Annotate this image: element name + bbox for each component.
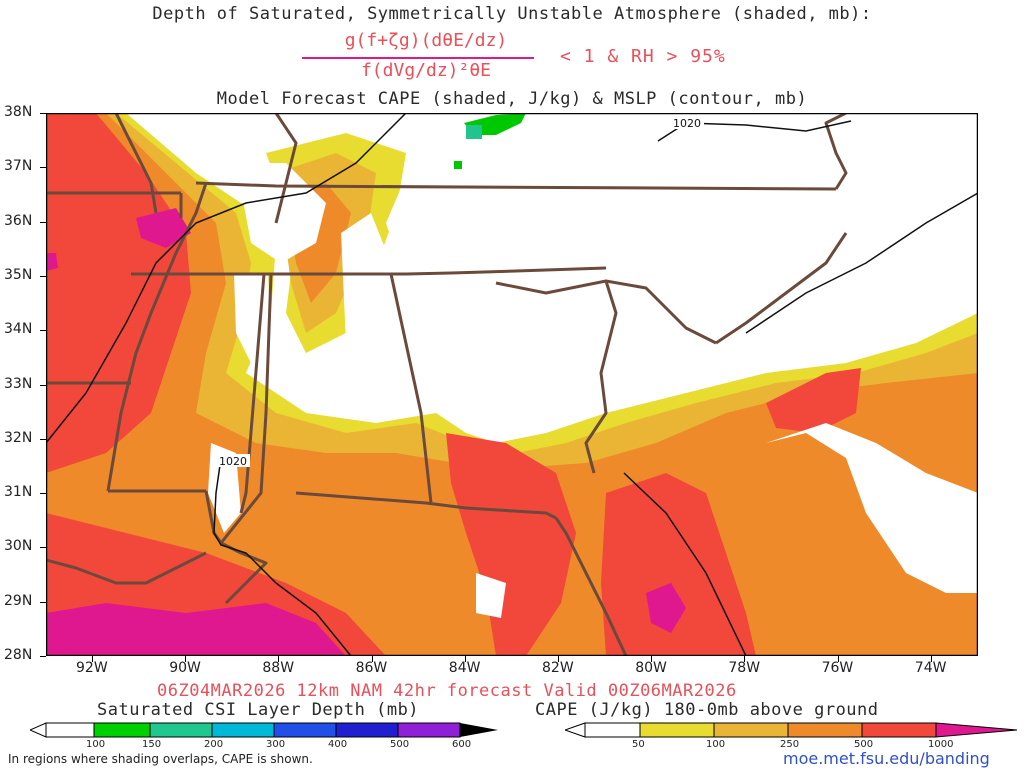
csi-colorbar — [30, 722, 498, 738]
csi-tick-label: 300 — [266, 739, 286, 750]
mslp-contours — [45, 112, 979, 657]
csi-tick-label: 500 — [390, 739, 410, 750]
longitude-label: 78W — [728, 660, 761, 676]
latitude-tick — [40, 330, 46, 332]
longitude-tick — [464, 656, 466, 662]
latitude-label: 30N — [4, 538, 33, 555]
latitude-label: 38N — [4, 104, 33, 120]
csi-colorbar-title: Saturated CSI Layer Depth (mb) — [97, 700, 420, 720]
longitude-label: 92W — [76, 660, 108, 676]
latitude-tick — [40, 384, 46, 386]
formula-fraction-bar — [302, 57, 534, 59]
latitude-label: 36N — [4, 212, 33, 229]
longitude-tick — [837, 656, 839, 662]
formula-condition: < 1 & RH > 95% — [560, 46, 726, 67]
forecast-map: 1020 1020 — [45, 111, 979, 657]
formula-numerator: g(f+ζg)(dθE/dz) — [344, 30, 508, 51]
csi-shading — [454, 113, 526, 169]
latitude-tick — [40, 438, 46, 440]
latitude-tick — [40, 493, 46, 495]
source-url[interactable]: moe.met.fsu.edu/banding — [783, 749, 990, 768]
cape-colorbar-title: CAPE (J/kg) 180-0mb above ground — [535, 700, 879, 720]
overlap-note: In regions where shading overlaps, CAPE … — [8, 752, 313, 766]
latitude-tick — [40, 275, 46, 277]
cape-tick-label: 1000 — [928, 739, 954, 750]
contour-label-1020-south: 1020 — [216, 454, 250, 468]
cape-tick-label: 250 — [780, 739, 800, 750]
longitude-tick — [558, 656, 559, 662]
latitude-label: 35N — [4, 266, 33, 283]
csi-tick-label: 100 — [86, 739, 106, 750]
csi-tick-label: 150 — [142, 739, 162, 750]
longitude-label: 90W — [169, 660, 201, 676]
latitude-tick — [40, 547, 46, 549]
latitude-tick — [40, 221, 46, 223]
state-borders — [45, 111, 848, 657]
latitude-label: 33N — [4, 375, 33, 392]
longitude-tick — [185, 656, 187, 662]
longitude-tick — [930, 656, 932, 662]
title-line-3: Model Forecast CAPE (shaded, J/kg) & MSL… — [216, 89, 808, 109]
latitude-tick — [40, 601, 46, 603]
longitude-tick — [278, 656, 280, 662]
contour-label-1020-north: 1020 — [670, 116, 704, 130]
latitude-label: 29N — [4, 592, 33, 609]
csi-tick-label: 200 — [204, 739, 224, 750]
longitude-label: 88W — [262, 660, 295, 676]
contour-label-text: 1020 — [673, 117, 701, 130]
latitude-label: 37N — [4, 158, 33, 175]
cape-tick-label: 100 — [706, 739, 726, 750]
valid-time-line: 06Z04MAR2026 12km NAM 42hr forecast Vali… — [157, 681, 737, 701]
longitude-label: 80W — [635, 660, 667, 676]
latitude-label: 32N — [4, 429, 33, 446]
longitude-tick — [92, 656, 93, 662]
contour-label-text: 1020 — [219, 455, 247, 468]
latitude-tick — [40, 167, 46, 169]
map-canvas: 1020 1020 — [45, 111, 979, 657]
longitude-label: 74W — [914, 660, 947, 676]
longitude-tick — [744, 656, 746, 662]
longitude-label: 84W — [448, 660, 481, 676]
title-line-1: Depth of Saturated, Symmetrically Unstab… — [152, 4, 872, 24]
longitude-label: 76W — [821, 660, 854, 676]
latitude-label: 34N — [4, 321, 33, 338]
longitude-label: 86W — [355, 660, 388, 676]
longitude-label: 82W — [542, 660, 574, 676]
cape-tick-label: 500 — [854, 739, 874, 750]
latitude-label: 31N — [4, 484, 33, 501]
csi-tick-label: 400 — [328, 739, 348, 750]
latitude-label: 28N — [4, 647, 33, 663]
longitude-tick — [651, 656, 653, 662]
formula-denominator: f(dVg/dz)²θE — [360, 60, 492, 81]
csi-tick-label: 600 — [452, 739, 472, 750]
longitude-tick — [371, 656, 373, 662]
map-border — [45, 112, 979, 657]
latitude-tick — [40, 113, 46, 114]
latitude-tick — [40, 656, 46, 657]
cape-tick-label: 50 — [632, 739, 645, 750]
cape-colorbar — [565, 722, 1018, 738]
